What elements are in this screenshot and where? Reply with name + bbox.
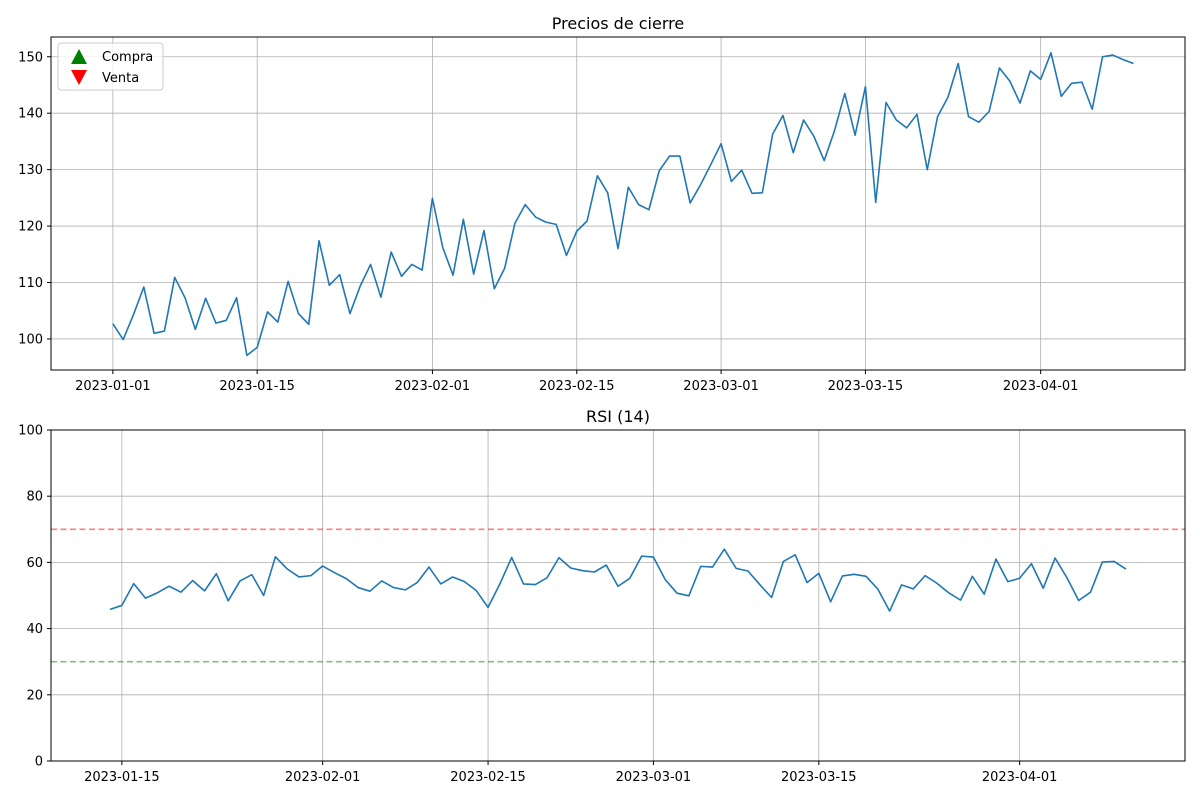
x-tick-label: 2023-02-15 [450, 770, 526, 785]
rsi-chart-title: RSI (14) [586, 407, 650, 426]
series-line [112, 51, 1134, 357]
x-tick-label: 2023-03-01 [683, 379, 759, 394]
y-tick-label: 60 [26, 556, 43, 571]
price-chart: Precios de cierre 2023-01-01 2023-01-15 20… [18, 14, 1186, 394]
legend-sell-label: Venta [102, 71, 139, 86]
y-tick-label: 100 [18, 332, 43, 347]
rsi-y-ticks: 0 20 40 60 80 100 [18, 424, 51, 770]
rsi-chart: RSI (14) 2023-01-15 2023-02-01 2023-02-15 2… [18, 407, 1186, 785]
x-tick-label: 2023-02-01 [285, 770, 361, 785]
x-tick-label: 2023-03-01 [616, 770, 692, 785]
price-grid [51, 37, 1185, 370]
rsi-x-ticks: 2023-01-15 2023-02-01 2023-02-15 2023-03-01… [84, 761, 1057, 785]
y-tick-label: 20 [26, 688, 43, 703]
rsi-reference-lines [51, 528, 1185, 663]
x-tick-label: 2023-04-01 [1003, 379, 1079, 394]
y-tick-label: 80 [26, 490, 43, 505]
y-tick-label: 130 [18, 163, 43, 178]
y-tick-label: 150 [18, 50, 43, 65]
price-chart-title: Precios de cierre [552, 14, 684, 33]
price-x-ticks: 2023-01-01 2023-01-15 2023-02-01 2023-02-15… [75, 370, 1078, 394]
rsi-series [109, 548, 1127, 612]
sell-marker-icon [71, 70, 87, 85]
legend-box [57, 42, 164, 91]
price-series [112, 51, 1134, 357]
legend: Compra Venta [57, 42, 164, 91]
buy-marker-icon [71, 49, 87, 64]
legend-buy-label: Compra [102, 50, 153, 65]
y-tick-label: 120 [18, 220, 43, 235]
x-tick-label: 2023-02-01 [395, 379, 471, 394]
x-tick-label: 2023-02-15 [539, 379, 615, 394]
rsi-axes-frame [50, 429, 1186, 762]
price-axes-frame [50, 36, 1186, 371]
y-tick-label: 0 [35, 755, 43, 770]
price-y-ticks: 100 110 120 130 140 150 [18, 50, 51, 347]
x-tick-label: 2023-04-01 [982, 770, 1058, 785]
y-tick-label: 140 [18, 107, 43, 122]
y-tick-label: 100 [18, 424, 43, 439]
y-tick-label: 110 [18, 276, 43, 291]
x-tick-label: 2023-01-15 [84, 770, 160, 785]
series-line [109, 548, 1127, 612]
x-tick-label: 2023-01-01 [75, 379, 151, 394]
y-tick-label: 40 [26, 622, 43, 637]
x-tick-label: 2023-01-15 [219, 379, 295, 394]
x-tick-label: 2023-03-15 [781, 770, 857, 785]
x-tick-label: 2023-03-15 [828, 379, 904, 394]
